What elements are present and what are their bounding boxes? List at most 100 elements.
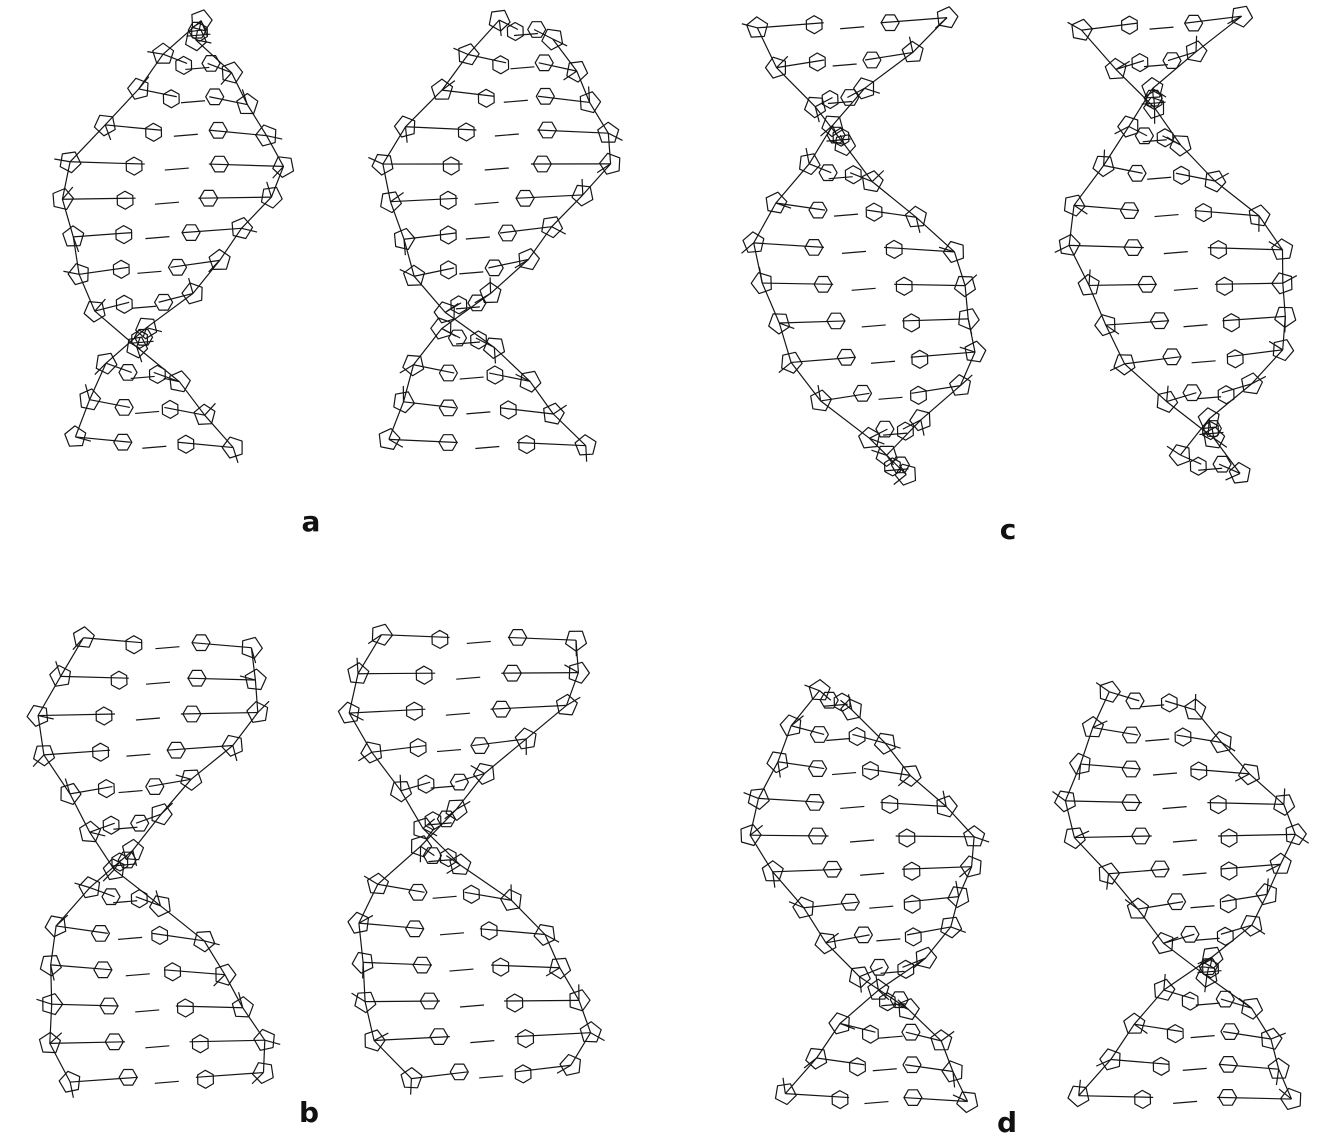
- molecule-stroke: [136, 897, 161, 906]
- molecule-stroke: [178, 999, 194, 1017]
- molecule-stroke: [826, 738, 850, 740]
- molecule-stroke: [145, 1046, 169, 1048]
- molecule-stroke: [73, 233, 132, 237]
- molecule-stroke: [873, 1069, 897, 1071]
- molecule-stroke: [881, 18, 947, 23]
- molecule-stroke: [146, 682, 170, 684]
- stereo-right: [1052, 681, 1308, 1109]
- molecule-stroke: [586, 446, 587, 462]
- molecule-stroke: [155, 1081, 179, 1083]
- molecule-stroke: [898, 960, 914, 978]
- molecule-stroke: [95, 302, 129, 311]
- molecule-stroke: [903, 420, 921, 429]
- panel-label: d: [997, 1106, 1017, 1137]
- molecule-stroke: [898, 422, 914, 440]
- molecule-stroke: [810, 727, 828, 743]
- molecule-stroke: [909, 37, 912, 53]
- molecule-stroke: [126, 636, 142, 654]
- molecule-stroke: [1135, 1090, 1151, 1108]
- molecule-stroke: [911, 386, 927, 404]
- molecule-stroke: [1143, 140, 1167, 142]
- molecule-stroke: [860, 873, 884, 875]
- molecule-stroke: [198, 197, 271, 198]
- molecule-stroke: [778, 762, 824, 769]
- molecule-stroke: [1221, 829, 1237, 847]
- molecule-stroke: [84, 302, 105, 322]
- molecule-stroke: [902, 319, 968, 321]
- molecule-stroke: [485, 168, 509, 170]
- molecule-stroke: [481, 922, 497, 940]
- stereo-left: [53, 10, 294, 463]
- molecule-stroke: [1227, 350, 1243, 368]
- molecule-stroke: [61, 676, 129, 678]
- molecule-stroke: [115, 400, 133, 416]
- molecule-stroke: [1140, 705, 1164, 707]
- molecule-stroke: [146, 779, 164, 795]
- molecule-stroke: [542, 29, 563, 50]
- molecule-stroke: [116, 295, 132, 313]
- molecule-stroke: [1218, 834, 1295, 836]
- molecule-stroke: [136, 718, 160, 720]
- molecule-stroke: [871, 361, 895, 363]
- molecule-stroke: [190, 1040, 265, 1042]
- molecule-stroke: [1218, 386, 1234, 404]
- molecule-stroke: [359, 923, 424, 929]
- molecule-stroke: [456, 307, 480, 309]
- molecule-stroke: [1190, 457, 1206, 475]
- molecule-stroke: [467, 641, 491, 643]
- molecule-stroke: [880, 802, 946, 806]
- molecule-stroke: [1217, 927, 1233, 945]
- stereo-left: [742, 7, 986, 485]
- molecule-stroke: [1174, 288, 1198, 290]
- molecule-stroke: [267, 182, 272, 197]
- molecule-stroke: [206, 89, 224, 105]
- molecule-stroke: [863, 1025, 879, 1043]
- molecule-stroke: [1210, 796, 1226, 814]
- molecule-stroke: [163, 54, 187, 63]
- molecule-stroke: [449, 969, 473, 971]
- molecule-stroke: [105, 125, 161, 130]
- molecule-stroke: [352, 993, 366, 1001]
- molecule-stroke: [821, 393, 870, 401]
- molecule-stroke: [804, 902, 858, 908]
- molecule-stroke: [1162, 694, 1178, 712]
- molecule-stroke: [155, 202, 179, 204]
- panel: d: [741, 680, 1309, 1137]
- molecule-stroke: [845, 166, 861, 184]
- molecule-stroke: [1164, 974, 1165, 990]
- molecule-stroke: [850, 1058, 866, 1076]
- molecule-stroke: [358, 673, 435, 674]
- molecule-stroke: [941, 1031, 954, 1040]
- molecule-stroke: [150, 365, 166, 383]
- molecule-stroke: [766, 57, 786, 78]
- molecule-stroke: [833, 64, 857, 66]
- molecule-stroke: [146, 123, 162, 141]
- molecule-stroke: [131, 815, 149, 831]
- molecule-stroke: [493, 958, 509, 976]
- molecule-stroke: [582, 179, 583, 195]
- molecule-stroke: [754, 243, 824, 247]
- molecule-stroke: [189, 278, 193, 293]
- panel-label: b: [299, 1096, 319, 1129]
- molecule-stroke: [365, 1001, 440, 1002]
- molecule-stroke: [1269, 242, 1283, 250]
- molecule-stroke: [850, 840, 874, 842]
- molecule-stroke: [192, 10, 212, 31]
- molecule-stroke: [1196, 938, 1220, 940]
- molecule-stroke: [155, 295, 173, 311]
- panel: b: [27, 624, 604, 1129]
- molecule-stroke: [828, 102, 852, 104]
- molecule-stroke: [490, 705, 566, 709]
- molecule-stroke: [192, 1035, 208, 1053]
- molecule-stroke: [904, 862, 920, 880]
- molecule-stroke: [63, 271, 79, 274]
- molecule-stroke: [1065, 801, 1141, 803]
- molecule-stroke: [869, 906, 893, 908]
- molecule-stroke: [96, 707, 112, 725]
- molecule-stroke: [117, 191, 133, 209]
- molecule-stroke: [456, 677, 480, 679]
- molecule-stroke: [475, 447, 499, 449]
- molecule-stroke: [1217, 1097, 1291, 1099]
- molecule-stroke: [884, 469, 908, 471]
- molecule-stroke: [478, 89, 494, 107]
